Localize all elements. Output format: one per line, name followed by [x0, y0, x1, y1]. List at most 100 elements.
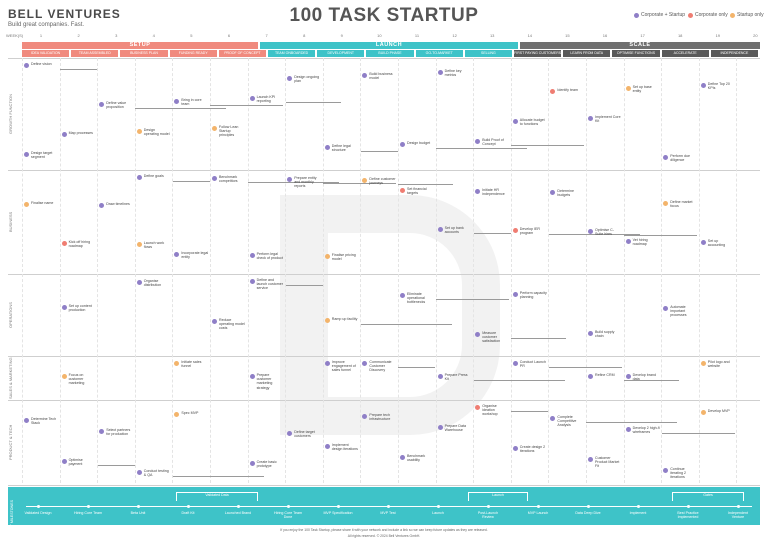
credits-line: If you enjoy the 100 Task Startup, pleas… — [280, 528, 488, 532]
milestone-label: Validated Design — [24, 511, 52, 515]
task-dot-icon — [174, 360, 180, 366]
task-label: Customer Product Market Fit — [595, 456, 620, 469]
task-duration-line — [60, 69, 97, 70]
task-duration-line — [548, 367, 622, 368]
task-item: Define legal structure — [324, 144, 359, 153]
lane-operations — [8, 274, 760, 357]
task-item: Customer Product Market Fit — [588, 456, 622, 469]
milestone-bracket: Gates — [672, 492, 744, 501]
task-dot-icon — [437, 69, 443, 75]
task-label: Improve engagement of sales funnel — [331, 360, 356, 373]
lane-growth — [8, 58, 760, 171]
task-duration-line — [248, 182, 339, 183]
task-item: Follow Lean Startup principles — [212, 125, 246, 138]
task-item: Eliminate operational bottlenecks — [400, 292, 434, 305]
task-label: Allocate budget to functions — [519, 118, 545, 127]
copyright-line: All rights reserved. © 2024 Bell Venture… — [347, 534, 421, 538]
task-dot-icon — [625, 85, 631, 91]
task-label: Spec MVP — [181, 411, 199, 415]
task-item: Prepare entity and monthly reports — [287, 176, 321, 189]
milestone-dot-icon — [336, 505, 340, 508]
phase-launch: LAUNCH — [260, 42, 518, 49]
task-dot-icon — [249, 278, 255, 284]
legend-label: Corporate only — [695, 12, 728, 18]
task-label: Define vision — [31, 62, 52, 66]
task-item: Launch work flows — [136, 241, 171, 249]
milestones-band: Validated Data Launch Gates Validated De… — [8, 487, 760, 525]
week-number: 15 — [565, 33, 570, 38]
task-dot-icon — [99, 428, 105, 434]
task-label: Define legal structure — [331, 144, 351, 153]
task-item: Focus on customer marketing — [61, 373, 96, 386]
task-label: Pilot logo and website — [707, 360, 730, 369]
task-dot-icon — [362, 360, 368, 366]
week-gridline — [59, 58, 61, 483]
week-gridline — [322, 58, 324, 483]
task-label: Define market focus — [670, 200, 693, 209]
task-label: Prepare Press Kit — [444, 373, 468, 382]
phase-setup: SETUP — [22, 42, 258, 49]
task-item: Define value proposition — [99, 101, 133, 109]
task-dot-icon — [136, 128, 142, 134]
task-label: Select partners for production — [106, 428, 131, 437]
task-dot-icon — [588, 373, 593, 379]
task-dot-icon — [324, 443, 330, 449]
subphase-label: ACCELERATE — [661, 50, 709, 57]
task-label: Set up accounting — [707, 239, 726, 248]
task-item: Develop brand data — [625, 373, 660, 381]
task-dot-icon — [663, 200, 669, 206]
task-dot-icon — [625, 238, 631, 244]
milestone-label: Post-Launch Review — [477, 511, 499, 519]
task-item: Allocate budget to functions — [512, 118, 547, 127]
task-label: Define Top 20 KPIs — [707, 82, 730, 91]
milestone-label: Independent Venture — [728, 511, 748, 519]
task-item: Pilot logo and website — [700, 360, 735, 369]
task-dot-icon — [249, 373, 255, 379]
task-item: Optimise C-Suite hires — [588, 228, 622, 236]
task-label: Vet hiring roadmap — [632, 238, 648, 247]
task-item: Set up base entity — [625, 85, 660, 93]
task-dot-icon — [588, 456, 593, 462]
week-number: 11 — [414, 33, 420, 38]
task-item: Design target segment — [24, 151, 58, 159]
task-item: Define market focus — [663, 200, 697, 208]
milestone-bracket: Launch — [468, 492, 528, 501]
task-label: Kick off hiring roadmap — [68, 240, 91, 249]
task-item: Set up accounting — [700, 239, 735, 248]
week-gridline — [22, 58, 23, 483]
task-item: Design operating model — [136, 128, 171, 136]
week-number: 2 — [77, 33, 80, 38]
task-dot-icon — [475, 404, 481, 410]
brand-name: BELL VENTURES — [8, 7, 121, 21]
purple-dot-icon — [634, 12, 639, 18]
task-dot-icon — [61, 240, 67, 246]
week-number: 6 — [227, 33, 231, 38]
task-label: Create design 2 iterations — [519, 445, 546, 454]
task-dot-icon — [362, 72, 368, 78]
week-gridline — [510, 58, 512, 483]
task-label: Define goals — [143, 174, 164, 178]
task-dot-icon — [550, 189, 556, 195]
task-dot-icon — [212, 125, 217, 131]
milestone-label: Draft Kit — [181, 511, 195, 515]
task-item: Develop MVP — [700, 409, 735, 415]
task-item: Set up bank accounts — [437, 226, 472, 234]
task-duration-line — [548, 234, 640, 235]
task-item: Prepare customer marketing strategy — [249, 373, 284, 390]
task-label: Initiate sales funnel — [181, 360, 202, 369]
task-label: Continue iterating 2 iterations — [670, 467, 686, 480]
task-label: Communicate Customer Discovery — [369, 360, 392, 373]
task-item: Benchmark usability — [400, 454, 434, 462]
milestone-dot-icon — [586, 505, 590, 508]
task-item: Determine Tech Stack — [24, 417, 58, 425]
task-label: Ramp up facility — [331, 317, 358, 321]
task-item: Develop 2 high-fi wireframes — [625, 426, 660, 435]
subphase-label: TEAM ASSEMBLED — [71, 50, 119, 57]
task-label: Develop 2 high-fi wireframes — [632, 426, 660, 435]
week-gridline — [172, 58, 174, 483]
milestone-dot-icon — [386, 505, 390, 508]
task-dot-icon — [588, 115, 593, 121]
task-item: Design budget — [400, 141, 434, 147]
task-label: Bring in core team — [181, 98, 202, 107]
week-gridline — [586, 58, 587, 483]
